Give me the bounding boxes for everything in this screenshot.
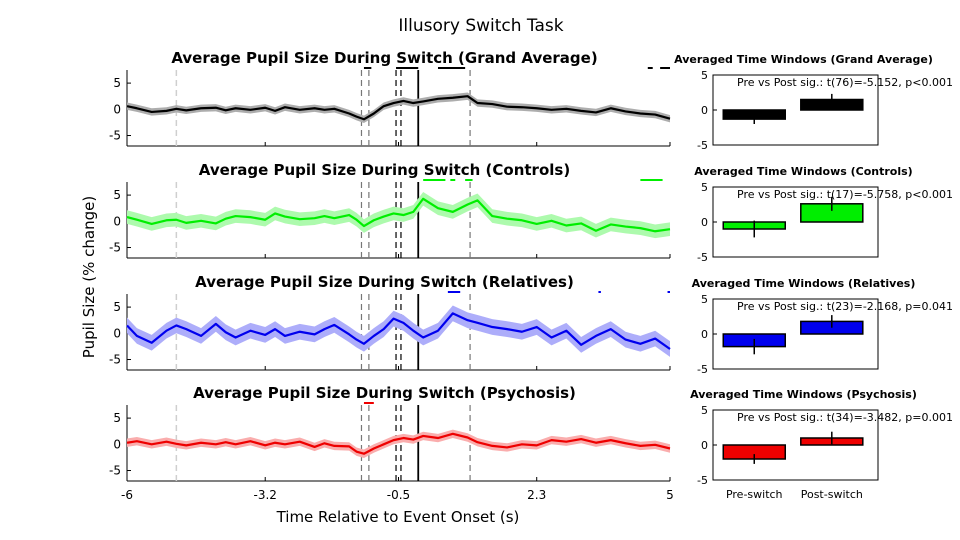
bar-y-tick-label: -5 <box>697 363 708 376</box>
bar-y-tick-label: 5 <box>701 404 708 417</box>
stat-text: Pre vs Post sig.: t(17)=-5.758, p<0.001 <box>737 188 953 201</box>
bar-title: Averaged Time Windows (Grand Average) <box>674 53 933 66</box>
bar-category-label: Post-switch <box>801 488 863 501</box>
error-band <box>127 305 670 357</box>
bar-title: Averaged Time Windows (Controls) <box>694 165 912 178</box>
bar-y-tick-label: 0 <box>701 439 708 452</box>
y-tick-label: 0 <box>113 326 121 340</box>
panel-title: Average Pupil Size During Switch (Grand … <box>171 49 597 67</box>
stat-text: Pre vs Post sig.: t(23)=-2.168, p=0.041 <box>737 300 953 313</box>
y-tick-label: 5 <box>113 300 121 314</box>
y-tick-label: 5 <box>113 76 121 90</box>
mean-line <box>126 95 671 121</box>
panel-4: Average Pupil Size During Switch (Psycho… <box>109 384 953 502</box>
x-tick-label: -6 <box>121 488 133 502</box>
bar-y-tick-label: 0 <box>701 104 708 117</box>
panel-title: Average Pupil Size During Switch (Relati… <box>195 273 574 291</box>
panel-2: Average Pupil Size During Switch (Contro… <box>109 161 953 264</box>
bar-title: Averaged Time Windows (Relatives) <box>692 277 916 290</box>
bar-y-tick-label: 5 <box>701 69 708 82</box>
y-tick-label: 0 <box>113 214 121 228</box>
y-tick-label: -5 <box>109 464 121 478</box>
x-tick-label: 5 <box>666 488 674 502</box>
panel-title: Average Pupil Size During Switch (Psycho… <box>193 384 576 402</box>
stat-text: Pre vs Post sig.: t(76)=-5.152, p<0.001 <box>737 76 953 89</box>
mean-line <box>126 197 671 233</box>
bar-y-tick-label: 5 <box>701 293 708 306</box>
bar-y-tick-label: 0 <box>701 328 708 341</box>
mean-line <box>126 432 671 455</box>
panel-3: Average Pupil Size During Switch (Relati… <box>109 273 953 376</box>
mean-line <box>126 312 671 350</box>
x-tick-label: -0.5 <box>387 488 410 502</box>
y-tick-label: 5 <box>113 411 121 425</box>
bar-y-tick-label: -5 <box>697 139 708 152</box>
y-tick-label: -5 <box>109 241 121 255</box>
y-axis-label: Pupil Size (% change) <box>80 196 98 358</box>
bar-y-tick-label: 5 <box>701 181 708 194</box>
bar-title: Averaged Time Windows (Psychosis) <box>690 388 917 401</box>
x-tick-label: 2.3 <box>527 488 546 502</box>
panel-1: Average Pupil Size During Switch (Grand … <box>109 49 953 152</box>
bar-category-label: Pre-switch <box>726 488 783 501</box>
x-tick-label: -3.2 <box>254 488 277 502</box>
bar-y-tick-label: -5 <box>697 474 708 487</box>
y-tick-label: 0 <box>113 102 121 116</box>
bar-y-tick-label: 0 <box>701 216 708 229</box>
y-tick-label: -5 <box>109 129 121 143</box>
figure-title: Illusory Switch Task <box>398 16 563 36</box>
bar-y-tick-label: -5 <box>697 251 708 264</box>
y-tick-label: 0 <box>113 437 121 451</box>
x-axis-label: Time Relative to Event Onset (s) <box>276 508 520 526</box>
y-tick-label: 5 <box>113 188 121 202</box>
stat-text: Pre vs Post sig.: t(34)=-3.482, p=0.001 <box>737 411 953 424</box>
y-tick-label: -5 <box>109 353 121 367</box>
panel-title: Average Pupil Size During Switch (Contro… <box>199 161 570 179</box>
